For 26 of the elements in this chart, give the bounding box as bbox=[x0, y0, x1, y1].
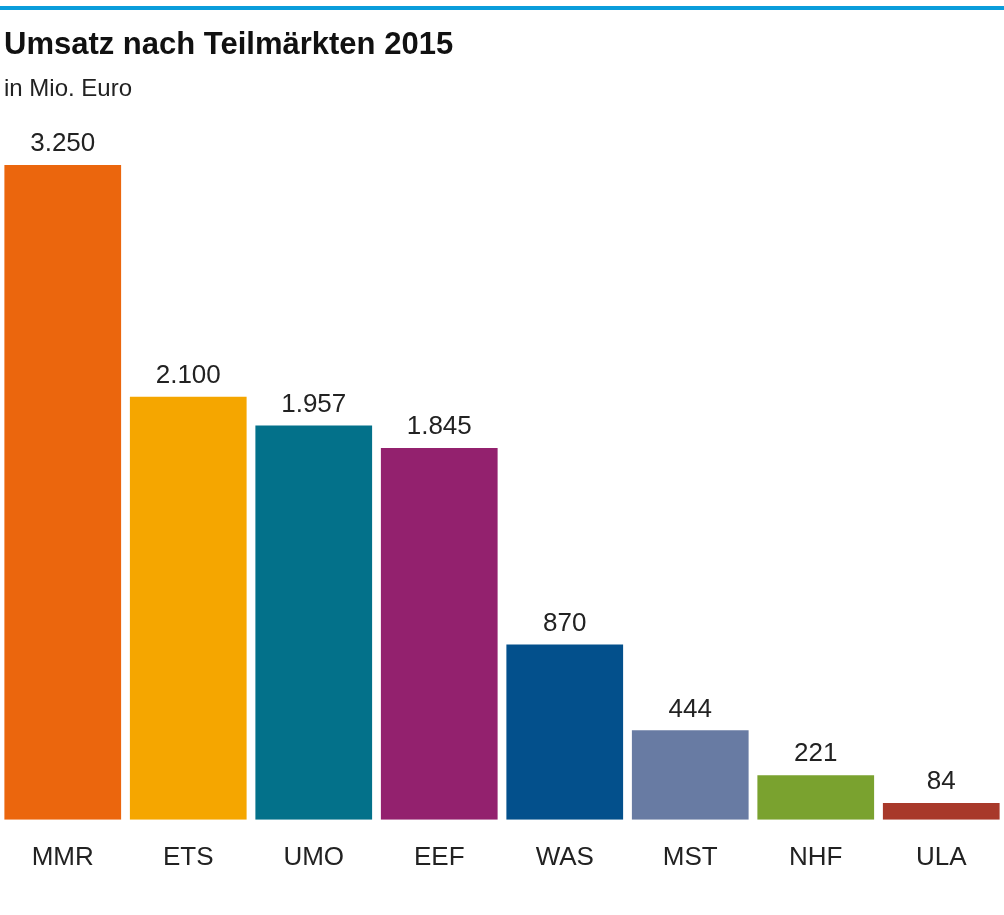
x-tick-label: NHF bbox=[789, 840, 843, 871]
bar bbox=[255, 425, 373, 820]
x-tick-label: EEF bbox=[413, 840, 465, 871]
x-tick-label: MMR bbox=[31, 840, 94, 871]
bar bbox=[4, 165, 122, 820]
data-label: 444 bbox=[668, 692, 712, 723]
x-tick-label: MST bbox=[662, 840, 718, 871]
data-label: 3.250 bbox=[30, 127, 96, 158]
bar bbox=[631, 730, 749, 820]
data-label: 221 bbox=[794, 737, 838, 768]
bar bbox=[506, 644, 624, 820]
chart-title: Umsatz nach Teilmärkten 2015 bbox=[4, 26, 454, 62]
data-label: 870 bbox=[543, 606, 587, 637]
data-label: 2.100 bbox=[155, 358, 221, 389]
bar bbox=[882, 802, 1000, 820]
bar bbox=[380, 448, 498, 820]
x-tick-label: UMO bbox=[283, 840, 345, 871]
data-label: 84 bbox=[926, 765, 956, 796]
chart-subtitle: in Mio. Euro bbox=[4, 74, 133, 102]
x-tick-label: ULA bbox=[915, 840, 968, 871]
x-tick-label: ETS bbox=[162, 840, 214, 871]
bar bbox=[757, 775, 875, 820]
data-label: 1.957 bbox=[281, 387, 347, 418]
bar bbox=[129, 396, 247, 820]
data-label: 1.845 bbox=[406, 410, 472, 441]
x-tick-label: WAS bbox=[535, 840, 594, 871]
